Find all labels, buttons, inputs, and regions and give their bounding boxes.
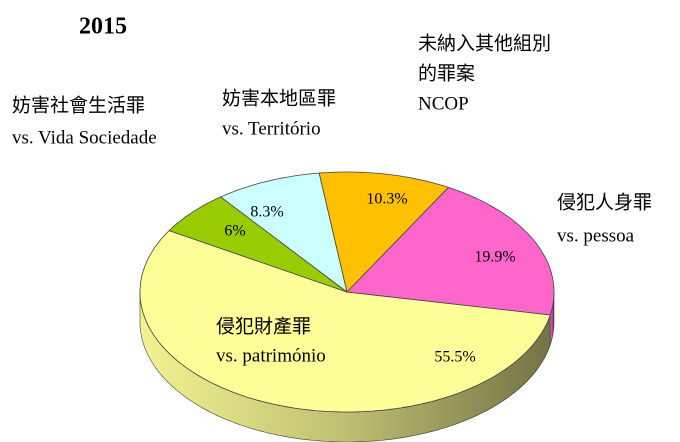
pie-slice: [139, 230, 551, 413]
category-label: vs. pessoa: [557, 225, 635, 246]
value-label: 6%: [224, 223, 245, 240]
pie-slice: [346, 186, 555, 316]
category-label: 的罪案: [418, 62, 475, 84]
category-label: 侵犯財產罪: [216, 315, 311, 337]
category-label: vs. património: [216, 345, 326, 366]
category-label: 妨害社會生活罪: [12, 94, 145, 116]
value-label: 55.5%: [434, 349, 475, 366]
pie-slice: [318, 171, 450, 293]
category-label: 妨害本地區罪: [222, 87, 336, 109]
pie-side-shade: [140, 292, 551, 442]
category-label: vs. Território: [222, 118, 321, 139]
pie-slice: [168, 196, 348, 293]
value-label: 19.9%: [474, 249, 515, 266]
value-label: 10.3%: [366, 191, 407, 208]
value-label: 8.3%: [250, 204, 283, 221]
category-label: 侵犯人身罪: [557, 191, 652, 213]
chart-title: 2015: [79, 14, 127, 40]
category-label: 未納入其他組別: [418, 32, 551, 54]
category-label: vs. Vida Sociedade: [12, 127, 157, 148]
category-label: NCOP: [418, 93, 469, 114]
pie-slice: [219, 172, 348, 293]
